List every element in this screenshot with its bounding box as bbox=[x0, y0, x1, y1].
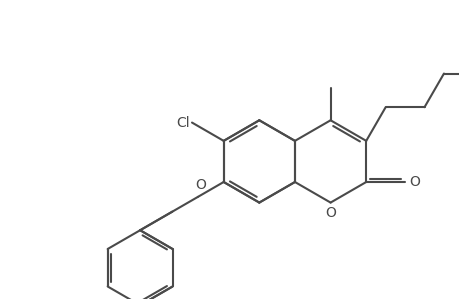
Text: O: O bbox=[325, 206, 335, 220]
Text: Cl: Cl bbox=[176, 116, 189, 130]
Text: O: O bbox=[194, 178, 205, 192]
Text: O: O bbox=[409, 175, 420, 189]
